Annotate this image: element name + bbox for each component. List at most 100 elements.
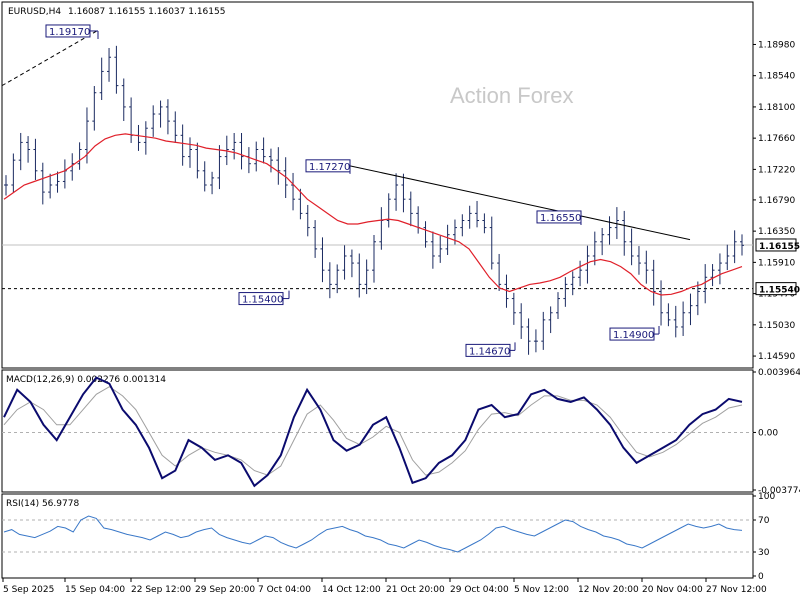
- price-bar: [585, 245, 590, 284]
- price-bar: [239, 132, 244, 170]
- price-bar: [276, 147, 281, 185]
- price-bar: [673, 305, 678, 338]
- price-bar: [740, 234, 744, 256]
- macd-tick-label: 0.003964: [758, 368, 800, 378]
- price-bar: [210, 171, 215, 195]
- time-axis: 5 Sep 2025 15 Sep 04:00 22 Sep 12:00 29 Sep…: [2, 578, 767, 595]
- price-bar: [121, 78, 126, 121]
- price-bar: [320, 237, 325, 283]
- macd-layer: 0.003964 0.00 -0.003774: [2, 368, 800, 496]
- price-bar: [55, 171, 60, 193]
- price-bar: [261, 137, 266, 164]
- price-annotation: 1.14900: [609, 326, 660, 341]
- support-price-badge: 1.15540: [755, 282, 800, 296]
- price-bar: [99, 57, 104, 101]
- price-bar: [592, 231, 597, 266]
- price-bar: [732, 230, 737, 264]
- price-bar: [40, 162, 45, 205]
- price-bar: [614, 207, 619, 240]
- price-bar: [511, 292, 516, 325]
- price-bar: [629, 228, 634, 266]
- macd-header: MACD(12,26,9) 0.002276 0.001314: [6, 375, 166, 385]
- price-tick-label: 1.18980: [758, 40, 795, 50]
- price-bar: [570, 271, 575, 296]
- macd-tick-label: 0.00: [758, 428, 778, 438]
- price-bar: [342, 245, 347, 280]
- price-bar: [349, 249, 354, 278]
- price-bar: [180, 124, 185, 166]
- time-tick-label: 27 Nov 12:00: [706, 585, 767, 595]
- price-bar: [475, 200, 480, 228]
- rsi-panel[interactable]: [1, 493, 754, 579]
- price-bar: [372, 235, 376, 283]
- svg-text:1.14900: 1.14900: [613, 330, 654, 341]
- price-bar: [578, 260, 583, 287]
- price-bar: [92, 86, 97, 131]
- price-panel[interactable]: [1, 1, 754, 369]
- price-bar: [408, 191, 413, 227]
- current-price-badge: 1.16155: [755, 238, 800, 252]
- price-tick-label: 1.17660: [758, 134, 795, 144]
- price-bar: [33, 138, 38, 180]
- time-tick-label: 22 Sep 12:00: [131, 585, 191, 595]
- price-tick-label: 1.16350: [758, 227, 795, 237]
- price-bar: [401, 173, 406, 213]
- price-layer: 1.18980 1.18540 1.18100 1.17660 1.17220 1.167…: [1, 24, 800, 362]
- macd-tick-label: -0.003774: [758, 486, 800, 496]
- price-bar: [703, 264, 708, 304]
- price-bar: [202, 161, 207, 192]
- price-bar: [268, 148, 273, 173]
- price-bar: [77, 142, 82, 170]
- rsi-header: RSI(14) 56.9778: [6, 499, 79, 509]
- price-bar: [541, 311, 546, 350]
- price-bar: [423, 221, 428, 248]
- resistance-trendline: [349, 165, 691, 241]
- rsi-tick-label: 100: [758, 492, 775, 502]
- price-bar: [298, 188, 303, 220]
- price-bar: [26, 136, 31, 163]
- price-annotation: 1.17270: [305, 159, 351, 174]
- price-bar: [165, 99, 170, 135]
- price-bar: [681, 301, 686, 336]
- price-bar: [48, 173, 53, 199]
- price-bar: [107, 47, 112, 82]
- rsi-line: [3, 515, 743, 553]
- price-bar: [725, 244, 730, 271]
- price-bar: [467, 205, 472, 229]
- price-bar: [438, 236, 443, 263]
- svg-text:1.15400: 1.15400: [242, 295, 283, 306]
- price-tick-label: 1.18100: [758, 103, 795, 113]
- price-bar: [695, 281, 700, 316]
- price-bar: [519, 303, 524, 339]
- price-bar: [232, 133, 237, 160]
- price-bar: [622, 210, 627, 256]
- price-bar: [489, 216, 494, 270]
- price-bar: [217, 145, 222, 190]
- price-bar: [188, 137, 192, 168]
- price-bar: [11, 153, 16, 193]
- price-bar: [482, 213, 487, 234]
- price-bar: [526, 318, 531, 355]
- time-tick-label: 21 Oct 20:00: [386, 585, 445, 595]
- price-bar: [4, 175, 8, 196]
- price-bar: [533, 329, 538, 353]
- rsi-tick-label: 30: [758, 548, 770, 558]
- ohlc-values: 1.16087 1.16155 1.16037 1.16155: [68, 7, 225, 17]
- price-annotation: 1.16550: [536, 210, 582, 225]
- price-bar: [327, 262, 332, 299]
- price-bar: [607, 216, 612, 245]
- macd-panel[interactable]: [1, 369, 754, 493]
- svg-text:1.19170: 1.19170: [49, 27, 90, 38]
- price-annotation: 1.15400: [238, 290, 290, 306]
- price-bar: [497, 253, 502, 291]
- svg-text:1.17270: 1.17270: [309, 162, 350, 173]
- moving-average-line: [3, 133, 743, 296]
- price-bar: [151, 105, 156, 137]
- rsi-tick-label: 70: [758, 516, 770, 526]
- watermark: Action Forex: [450, 83, 574, 108]
- time-tick-label: 29 Sep 20:00: [195, 585, 255, 595]
- rsi-layer: 100 70 30 0: [2, 492, 775, 582]
- price-bar: [430, 231, 435, 269]
- price-bar: [291, 172, 296, 211]
